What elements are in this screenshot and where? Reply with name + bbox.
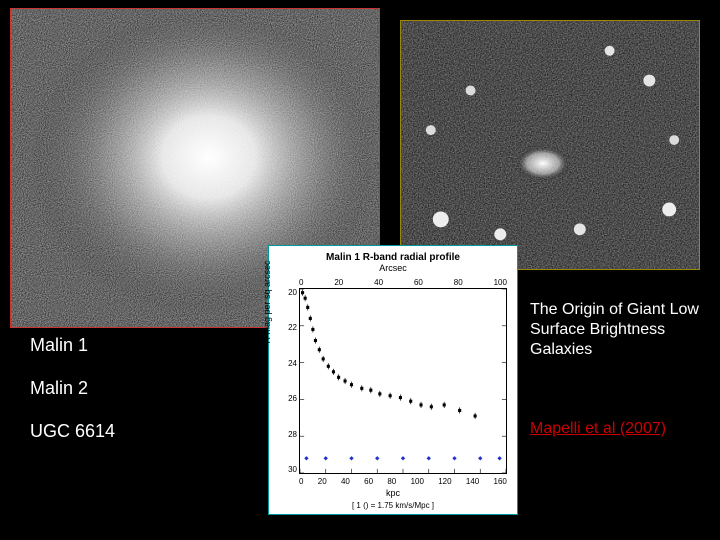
radial-profile-chart: Malin 1 R-band radial profile Arcsec 0 2… [268, 245, 518, 515]
x-axis-note: [ 1 () = 1.75 km/s/Mpc ] [352, 501, 434, 510]
galaxy-image-right [400, 20, 700, 270]
y-axis-label: R mag per sq arcsec [262, 260, 272, 343]
x-axis-bottom: 0 20 40 60 80 100 120 140 160 [299, 477, 507, 486]
galaxy-name-list: Malin 1 Malin 2 UGC 6614 [30, 335, 115, 464]
y-axis: 20 22 24 26 28 30 [281, 288, 297, 474]
citation: Mapelli et al (2007) [530, 420, 666, 438]
galaxy-label: Malin 1 [30, 335, 115, 356]
chart-subtitle: Arcsec [275, 263, 511, 273]
chart-title: Malin 1 R-band radial profile [275, 252, 511, 263]
slide-title: The Origin of Giant Low Surface Brightne… [530, 300, 710, 360]
x-axis-label: kpc [386, 488, 400, 498]
plot-area [299, 288, 507, 474]
galaxy-label: UGC 6614 [30, 421, 115, 442]
x-axis-top: 0 20 40 60 80 100 [299, 278, 507, 287]
galaxy-label: Malin 2 [30, 378, 115, 399]
